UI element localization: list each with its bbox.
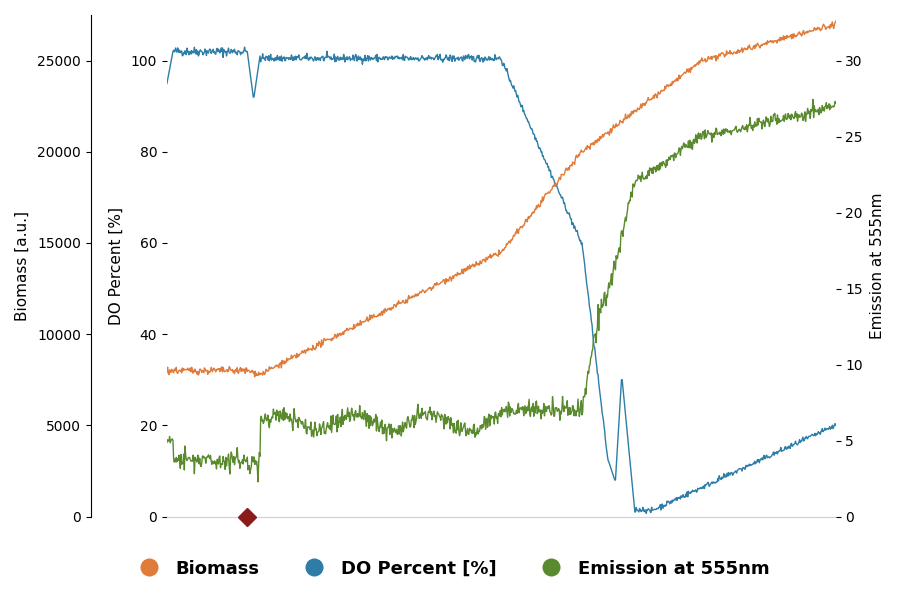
- Y-axis label: Emission at 555nm: Emission at 555nm: [870, 193, 885, 339]
- Legend: Biomass, DO Percent [%], Emission at 555nm: Biomass, DO Percent [%], Emission at 555…: [123, 553, 777, 585]
- Y-axis label: DO Percent [%]: DO Percent [%]: [109, 207, 124, 325]
- Y-axis label: Biomass [a.u.]: Biomass [a.u.]: [15, 211, 30, 321]
